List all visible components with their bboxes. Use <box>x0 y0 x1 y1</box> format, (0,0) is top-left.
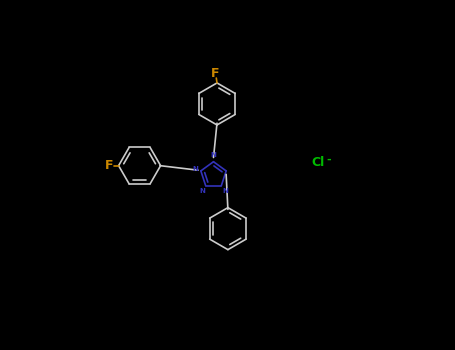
Text: N: N <box>199 188 205 194</box>
Text: N: N <box>222 188 228 194</box>
Text: -: - <box>327 154 331 164</box>
Text: F: F <box>105 159 114 172</box>
Text: Cl: Cl <box>312 156 325 169</box>
Text: F: F <box>211 66 219 80</box>
Text: N: N <box>211 152 217 159</box>
Text: N: N <box>192 166 198 172</box>
